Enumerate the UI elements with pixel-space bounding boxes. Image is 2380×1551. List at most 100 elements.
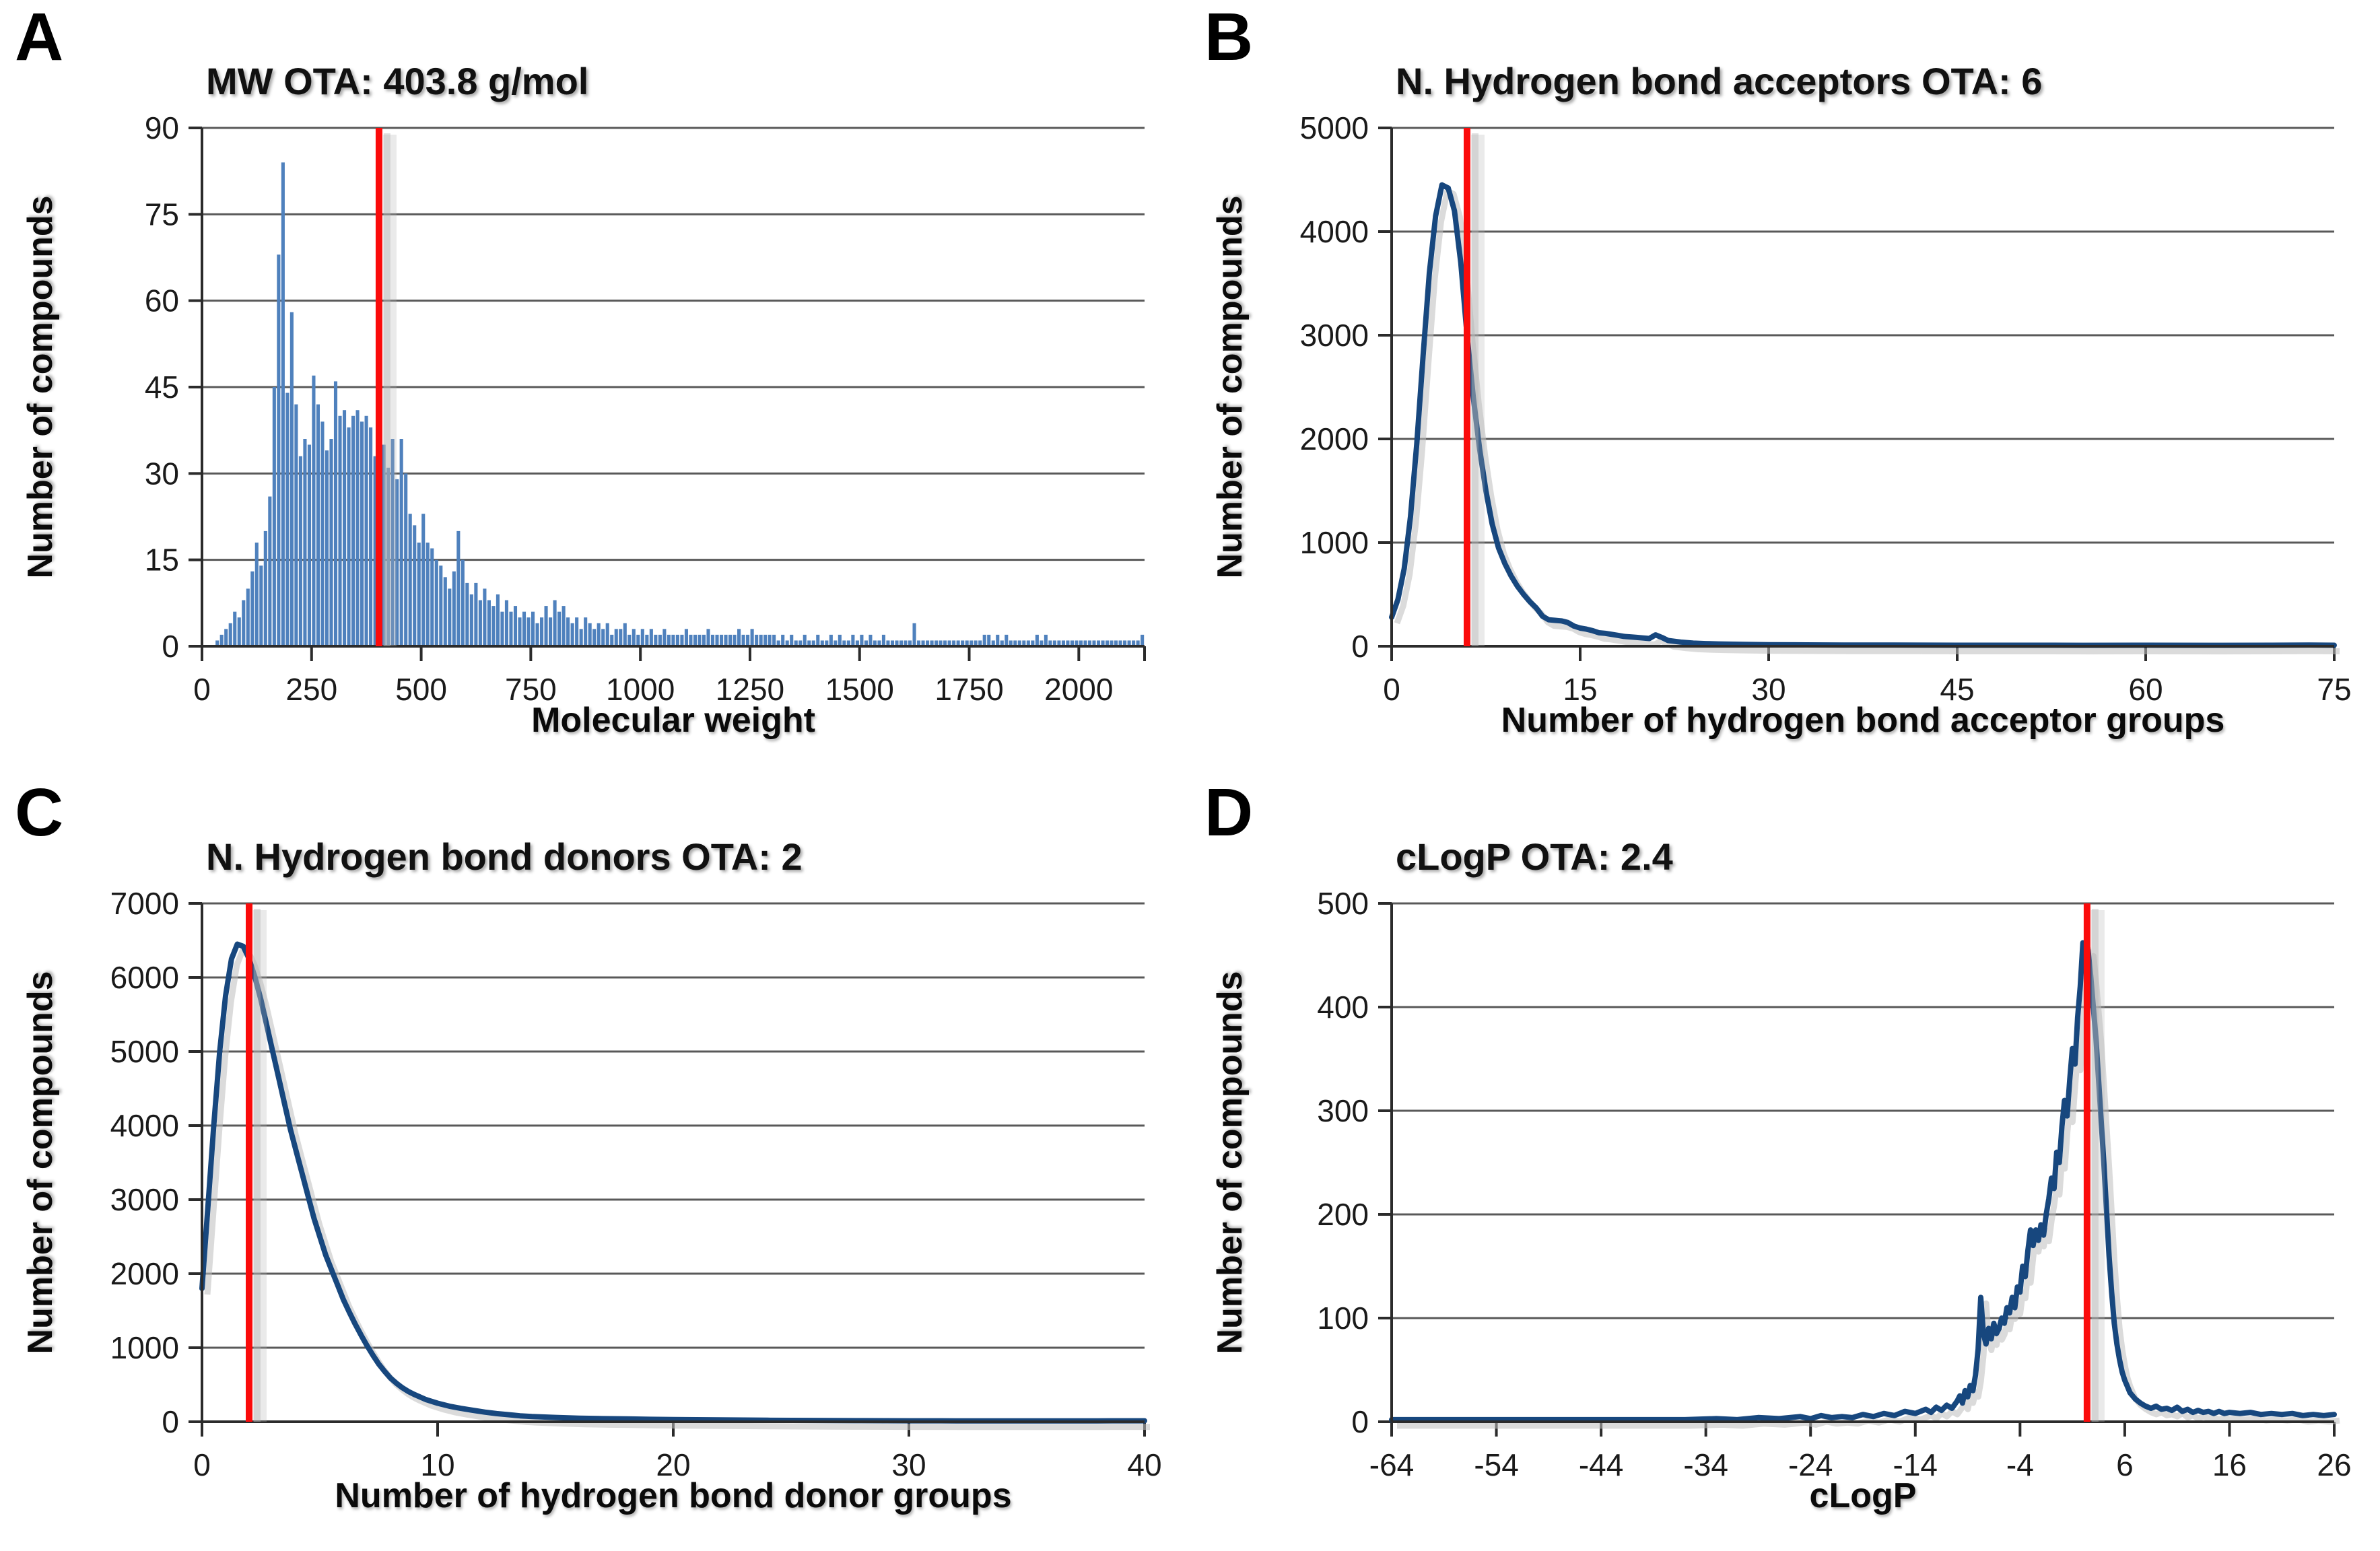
histogram-bar: [1110, 640, 1114, 646]
histogram-bar: [570, 623, 574, 646]
y-tick-label: 100: [1317, 1301, 1369, 1336]
histogram-bar: [724, 634, 728, 646]
histogram-bar: [719, 634, 724, 646]
histogram-bar: [908, 640, 912, 646]
panel-a: A MW OTA: 403.8 g/mol Number of compound…: [0, 0, 1190, 776]
histogram-bar: [605, 623, 609, 646]
histogram-bar: [434, 559, 438, 646]
histogram-bar: [895, 640, 899, 646]
histogram-bar: [846, 640, 850, 646]
histogram-bar: [689, 634, 693, 646]
histogram-bar: [921, 640, 925, 646]
histogram-bar: [763, 634, 768, 646]
histogram-bar: [504, 600, 509, 646]
histogram-bar: [798, 640, 803, 646]
histogram-bar: [982, 634, 986, 646]
histogram-bar: [584, 617, 588, 646]
series-line-shadow: [1397, 946, 2340, 1429]
histogram-bar: [746, 634, 750, 646]
histogram-bar: [1066, 640, 1070, 646]
histogram-bar: [855, 640, 859, 646]
histogram-bar: [658, 634, 662, 646]
histogram-bar: [684, 629, 688, 646]
histogram-bar: [1040, 640, 1044, 646]
chart-plot-a: 0 15 30 45 60 75 90 0 250 500 750 1000 1250 1500 1750 2…: [145, 110, 1146, 707]
histogram-bar: [439, 565, 443, 646]
histogram-bar: [733, 634, 737, 646]
histogram-bar: [864, 640, 868, 646]
histogram-bar: [294, 404, 298, 646]
histogram-bar: [939, 640, 943, 646]
histogram-bar: [886, 640, 890, 646]
histogram-bar: [904, 640, 908, 646]
y-tick-label: 0: [162, 629, 179, 664]
histogram-bar: [307, 444, 311, 646]
y-tick-label: 7000: [110, 886, 179, 921]
histogram-bar: [1009, 640, 1013, 646]
histogram-bar: [1096, 640, 1101, 646]
histogram-bar: [386, 467, 390, 646]
histogram-bar: [974, 640, 978, 646]
panel-b: B N. Hydrogen bond acceptors OTA: 6 Numb…: [1190, 0, 2380, 776]
panel-d: D cLogP OTA: 2.4 Number of compounds 0 10…: [1190, 776, 2380, 1551]
y-tick-label: 500: [1317, 886, 1369, 921]
histogram-bar: [562, 606, 566, 646]
x-tick-label: 10: [420, 1447, 454, 1482]
histogram-bar: [1079, 640, 1083, 646]
histogram-bar: [873, 640, 877, 646]
histogram-bar: [943, 640, 947, 646]
panel-letter-b: B: [1204, 0, 1254, 75]
x-tick-label: 500: [395, 672, 447, 707]
histogram-bar: [268, 496, 272, 646]
x-tick-label: -54: [1474, 1447, 1518, 1482]
histogram-bar: [956, 640, 960, 646]
x-axis-title-a: Molecular weight: [531, 701, 815, 740]
histogram-bar: [474, 582, 478, 646]
histogram-bar: [978, 640, 982, 646]
y-tick-label: 0: [162, 1404, 179, 1439]
histogram-bar: [417, 543, 421, 646]
histogram-bar: [496, 594, 500, 646]
histogram-bar: [544, 606, 548, 646]
histogram-bar: [851, 634, 855, 646]
histogram-bar: [706, 629, 710, 646]
chart-plot-d: 0 100 200 300 400 500 -64 -54 -44 -34 -24 -14 -4 6 16 2…: [1317, 886, 2351, 1482]
histogram-bar: [526, 617, 531, 646]
y-tick-label: 0: [1351, 1404, 1369, 1439]
y-tick-label: 45: [145, 370, 179, 405]
histogram-bar: [737, 629, 741, 646]
histogram-bar: [224, 629, 228, 646]
histogram-bar: [237, 617, 241, 646]
histogram-bar: [926, 640, 930, 646]
histogram-bar: [1136, 640, 1140, 646]
y-tick-label: 300: [1317, 1093, 1369, 1128]
histogram-bar: [869, 634, 873, 646]
histogram-bar: [680, 634, 684, 646]
histogram-bar: [320, 421, 325, 646]
x-axis-title-b: Number of hydrogen bond acceptor groups: [1501, 701, 2225, 740]
histogram-bar: [557, 611, 562, 646]
histogram-bar: [491, 606, 496, 646]
histogram-bar: [1052, 640, 1056, 646]
x-axis-title-d: cLogP: [1809, 1476, 1917, 1515]
histogram-bar: [1035, 634, 1039, 646]
histogram-bar: [1105, 640, 1110, 646]
histogram-bar: [890, 640, 895, 646]
histogram-bar: [1092, 640, 1096, 646]
histogram-bar: [952, 640, 956, 646]
histogram-bar: [242, 600, 246, 646]
histogram-bar: [478, 600, 482, 646]
histogram-bar: [654, 634, 658, 646]
histogram-bar: [298, 456, 302, 646]
y-tick-label: 60: [145, 283, 179, 318]
y-tick-label: 1000: [1300, 525, 1369, 560]
x-tick-label: 30: [1751, 672, 1786, 707]
y-tick-label: 6000: [110, 960, 179, 995]
x-tick-label: -64: [1369, 1447, 1414, 1482]
histogram-bar: [338, 415, 342, 646]
histogram-bar: [1031, 640, 1035, 646]
histogram-bar: [1118, 640, 1122, 646]
histogram-bar: [426, 543, 430, 646]
histogram-bar: [509, 611, 513, 646]
histogram-bar: [916, 640, 921, 646]
